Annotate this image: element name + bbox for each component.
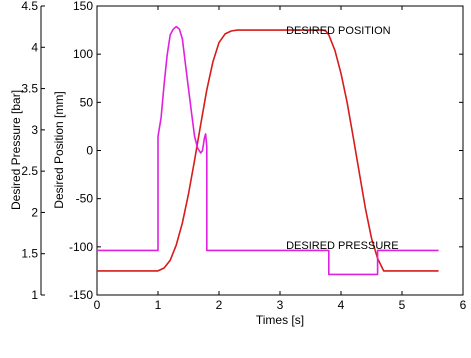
desired-pressure-annotation: DESIRED PRESSURE	[286, 240, 398, 252]
pressure-series-line	[97, 25, 439, 276]
position-tick-label: 100	[73, 47, 93, 61]
position-tick-label: 50	[80, 95, 94, 109]
position-tick-label: 0	[86, 144, 93, 158]
annotations-layer: DESIRED POSITION DESIRED PRESSURE	[286, 25, 398, 252]
x-tick-label: 2	[216, 298, 223, 312]
x-axis: 0 1 2 3 4 5 6	[94, 6, 467, 312]
pressure-axis: 1 1.5 2 2.5 3 3.5 4 4.5	[21, 0, 45, 302]
x-tick-label: 4	[338, 298, 345, 312]
pressure-tick-label: 2	[31, 205, 38, 219]
x-tick-label: 0	[94, 298, 101, 312]
pressure-tick-label: 1	[31, 288, 38, 302]
position-axis-label: Desired Position [mm]	[52, 91, 66, 208]
pressure-axis-label: Desired Pressure [bar]	[9, 90, 23, 210]
x-tick-label: 6	[460, 298, 467, 312]
position-axis: -150 -100 -50 0 50 100 150	[69, 0, 463, 302]
pressure-tick-label: 4.5	[21, 0, 38, 13]
position-tick-label: -150	[69, 288, 93, 302]
pressure-tick-label: 4	[31, 40, 38, 54]
x-tick-label: 5	[399, 298, 406, 312]
plot-area	[96, 5, 464, 296]
desired-position-annotation: DESIRED POSITION	[286, 25, 391, 37]
x-tick-label: 3	[277, 298, 284, 312]
position-series-line	[97, 29, 439, 272]
pressure-tick-label: 3	[31, 123, 38, 137]
position-tick-label: -50	[76, 192, 94, 206]
position-tick-label: -100	[69, 240, 93, 254]
position-tick-label: 150	[73, 0, 93, 13]
x-tick-label: 1	[155, 298, 162, 312]
pressure-tick-label: 3.5	[21, 82, 38, 96]
pressure-tick-label: 2.5	[21, 164, 38, 178]
x-axis-label: Times [s]	[256, 313, 304, 327]
series-layer	[97, 25, 439, 276]
pressure-tick-label: 1.5	[21, 247, 38, 261]
